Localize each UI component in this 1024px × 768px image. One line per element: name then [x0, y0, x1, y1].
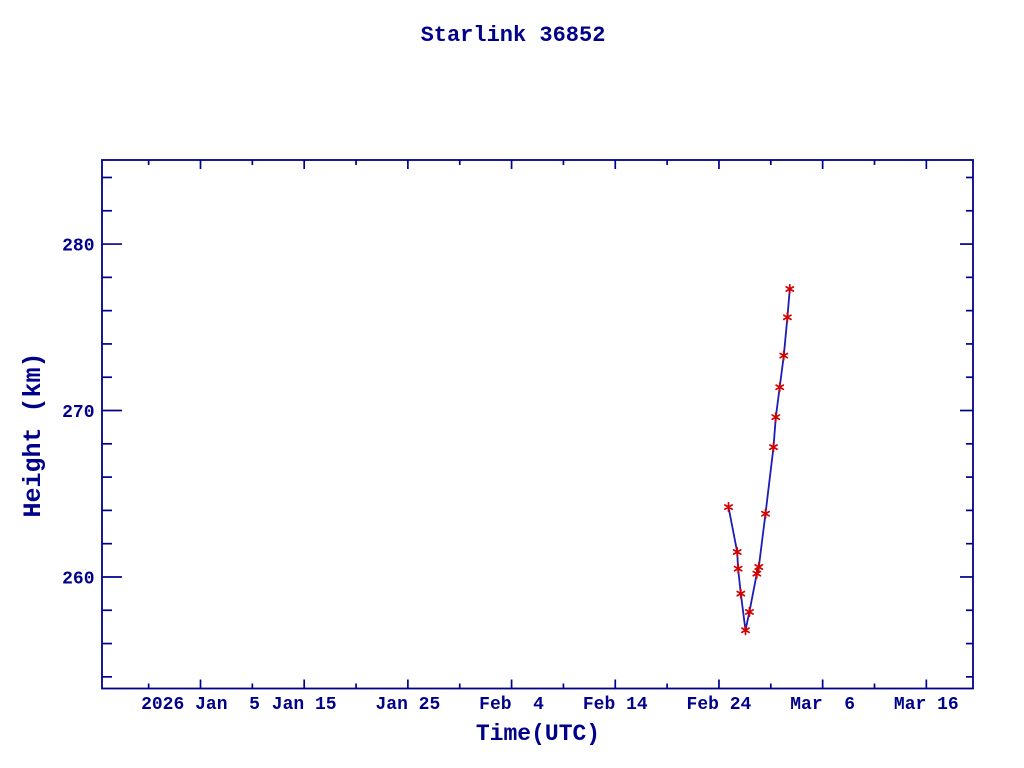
x-tick-label: 2026 Jan 5: [141, 695, 260, 715]
data-point-marker: [752, 568, 762, 579]
plot-area: 2026 Jan 5 Jan 15 Jan 25 Feb 4 Feb 14 Feb 24 M…: [62, 159, 974, 715]
data-point-marker: [744, 606, 754, 618]
data-point-marker: [754, 561, 764, 573]
data-point-marker: [771, 412, 781, 423]
x-tick-label: Mar 16: [894, 695, 959, 715]
data-point-marker: [732, 546, 742, 558]
data-point-marker: [779, 350, 789, 361]
x-tick-label: Jan 15: [272, 695, 337, 715]
data-point-marker: [775, 382, 785, 393]
y-axis-title: Height (km): [19, 352, 48, 517]
x-axis-title: Time(UTC): [476, 721, 600, 747]
data-point-marker: [761, 508, 770, 519]
data-point-marker: [724, 501, 733, 513]
y-tick-label: 270: [62, 403, 94, 423]
x-tick-label: Feb 4: [479, 695, 544, 715]
y-tick-label: 280: [62, 237, 94, 257]
x-tick-label: Mar 6: [790, 695, 855, 715]
data-point-marker: [782, 312, 792, 323]
x-tick-label: Feb 24: [687, 695, 752, 715]
data-point-marker: [741, 625, 750, 636]
data-point-marker: [769, 441, 778, 453]
data-point-marker: [736, 588, 746, 599]
data-series-line: [727, 288, 791, 631]
x-tick-label: Feb 14: [583, 695, 648, 715]
data-point-marker: [733, 563, 743, 574]
plot-frame: [101, 159, 974, 690]
chart-title: Starlink 36852: [421, 23, 606, 48]
data-point-marker: [785, 283, 795, 295]
x-tick-label: Jan 25: [375, 695, 440, 715]
y-tick-label: 260: [62, 569, 94, 589]
